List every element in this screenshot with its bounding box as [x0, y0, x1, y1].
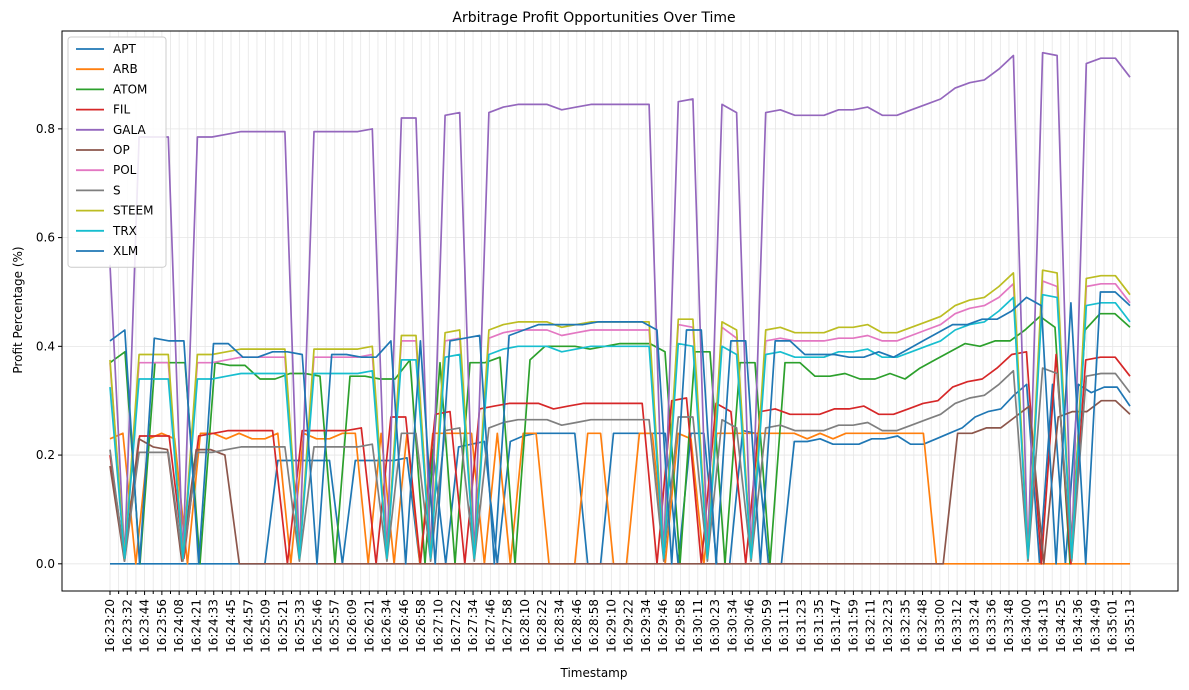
legend-box: [67, 36, 167, 268]
x-tick-label: 16:33:12: [950, 599, 964, 653]
y-axis: 0.0 0.2 0.4 0.6 0.8: [36, 122, 62, 571]
x-tick-label: 16:29:10: [604, 599, 618, 653]
x-tick-label: 16:23:32: [120, 599, 134, 653]
x-tick-label: 16:29:34: [639, 599, 653, 653]
x-tick-label: 16:35:01: [1106, 599, 1120, 653]
series-line-op: [109, 399, 1131, 565]
x-tick-label: 16:25:46: [310, 599, 324, 653]
x-tick-label: 16:25:57: [328, 599, 342, 653]
x-tick-label: 16:29:46: [656, 599, 670, 653]
y-axis-label: Profit Percentage (%): [11, 246, 25, 373]
x-tick-label: 16:27:34: [466, 599, 480, 653]
x-tick-label: 16:23:56: [155, 599, 169, 653]
legend-label: OP: [113, 143, 130, 157]
x-tick-label: 16:33:36: [985, 599, 999, 653]
y-tick-label: 0.0: [36, 557, 55, 571]
x-tick-label: 16:32:11: [864, 599, 878, 653]
x-tick-label: 16:23:44: [138, 599, 152, 653]
x-tick-label: 16:27:10: [431, 599, 445, 653]
x-tick-label: 16:26:09: [345, 599, 359, 653]
x-tick-label: 16:29:58: [674, 599, 688, 653]
x-tick-label: 16:29:22: [622, 599, 636, 653]
x-tick-label: 16:26:46: [397, 599, 411, 653]
x-tick-label: 16:25:21: [276, 599, 290, 653]
x-tick-label: 16:23:20: [103, 599, 117, 653]
x-tick-label: 16:32:23: [881, 599, 895, 653]
x-tick-label: 16:24:57: [241, 599, 255, 653]
x-tick-label: 16:27:22: [449, 599, 463, 653]
series-line-pol: [109, 280, 1131, 560]
series-line-gala: [109, 51, 1131, 560]
series-line-atom: [109, 312, 1131, 565]
legend-label: TRX: [112, 224, 137, 238]
x-tick-label: 16:32:35: [898, 599, 912, 653]
legend-label: GALA: [113, 123, 146, 137]
x-tick-label: 16:34:25: [1054, 599, 1068, 653]
x-axis-label: Timestamp: [560, 666, 628, 680]
legend-label: FIL: [113, 103, 130, 117]
x-tick-label: 16:28:46: [570, 599, 584, 653]
x-tick-label: 16:24:45: [224, 599, 238, 653]
x-axis: 16:23:20 16:23:32 16:23:44 16:23:56 16:24:08…: [103, 591, 1137, 653]
legend: APT ARB ATOM FIL GALA OP POL S STEEM TRX XLM: [67, 36, 167, 268]
x-tick-label: 16:33:00: [933, 599, 947, 653]
x-tick-label: 16:35:13: [1123, 599, 1137, 653]
x-tick-label: 16:30:34: [725, 599, 739, 653]
x-tick-label: 16:24:08: [172, 599, 186, 653]
x-tick-label: 16:33:48: [1002, 599, 1016, 653]
legend-label: POL: [113, 163, 137, 177]
x-tick-label: 16:34:13: [1037, 599, 1051, 653]
x-tick-label: 16:26:34: [380, 599, 394, 653]
x-tick-label: 16:32:48: [916, 599, 930, 653]
x-tick-label: 16:25:09: [259, 599, 273, 653]
series-line-trx: [109, 293, 1131, 560]
x-tick-label: 16:31:35: [812, 599, 826, 653]
series-line-s: [109, 367, 1131, 562]
legend-label: STEEM: [113, 204, 153, 218]
x-tick-label: 16:24:33: [207, 599, 221, 653]
x-tick-label: 16:30:59: [760, 599, 774, 653]
x-tick-label: 16:30:23: [708, 599, 722, 653]
x-tick-label: 16:31:23: [795, 599, 809, 653]
y-tick-label: 0.8: [36, 122, 55, 136]
x-tick-label: 16:28:34: [552, 599, 566, 653]
x-tick-label: 16:28:58: [587, 599, 601, 653]
chart-title: Arbitrage Profit Opportunities Over Time: [452, 10, 735, 26]
x-tick-label: 16:26:21: [362, 599, 376, 653]
x-tick-label: 16:34:00: [1019, 599, 1033, 653]
x-tick-label: 16:31:11: [777, 599, 791, 653]
series-layer: [109, 51, 1131, 565]
legend-label: ATOM: [113, 82, 147, 96]
y-tick-label: 0.6: [36, 231, 55, 245]
legend-label: S: [113, 183, 121, 197]
legend-label: ARB: [113, 62, 138, 76]
x-tick-label: 16:34:36: [1071, 599, 1085, 653]
x-tick-label: 16:30:11: [691, 599, 705, 653]
y-tick-label: 0.4: [36, 339, 55, 353]
x-tick-label: 16:25:33: [293, 599, 307, 653]
x-tick-label: 16:27:46: [483, 599, 497, 653]
legend-label: APT: [113, 42, 136, 56]
x-tick-label: 16:34:49: [1088, 599, 1102, 653]
legend-label: XLM: [113, 244, 138, 258]
series-line-fil: [109, 350, 1131, 565]
x-tick-label: 16:27:58: [501, 599, 515, 653]
x-tick-label: 16:28:22: [535, 599, 549, 653]
x-tick-label: 16:31:59: [846, 599, 860, 653]
x-tick-label: 16:26:58: [414, 599, 428, 653]
x-tick-label: 16:33:24: [967, 599, 981, 653]
x-tick-label: 16:24:21: [189, 599, 203, 653]
x-tick-label: 16:31:47: [829, 599, 843, 653]
x-tick-label: 16:30:46: [743, 599, 757, 653]
y-tick-label: 0.2: [36, 448, 55, 462]
x-tick-label: 16:28:10: [518, 599, 532, 653]
series-line-xlm: [109, 291, 1131, 565]
